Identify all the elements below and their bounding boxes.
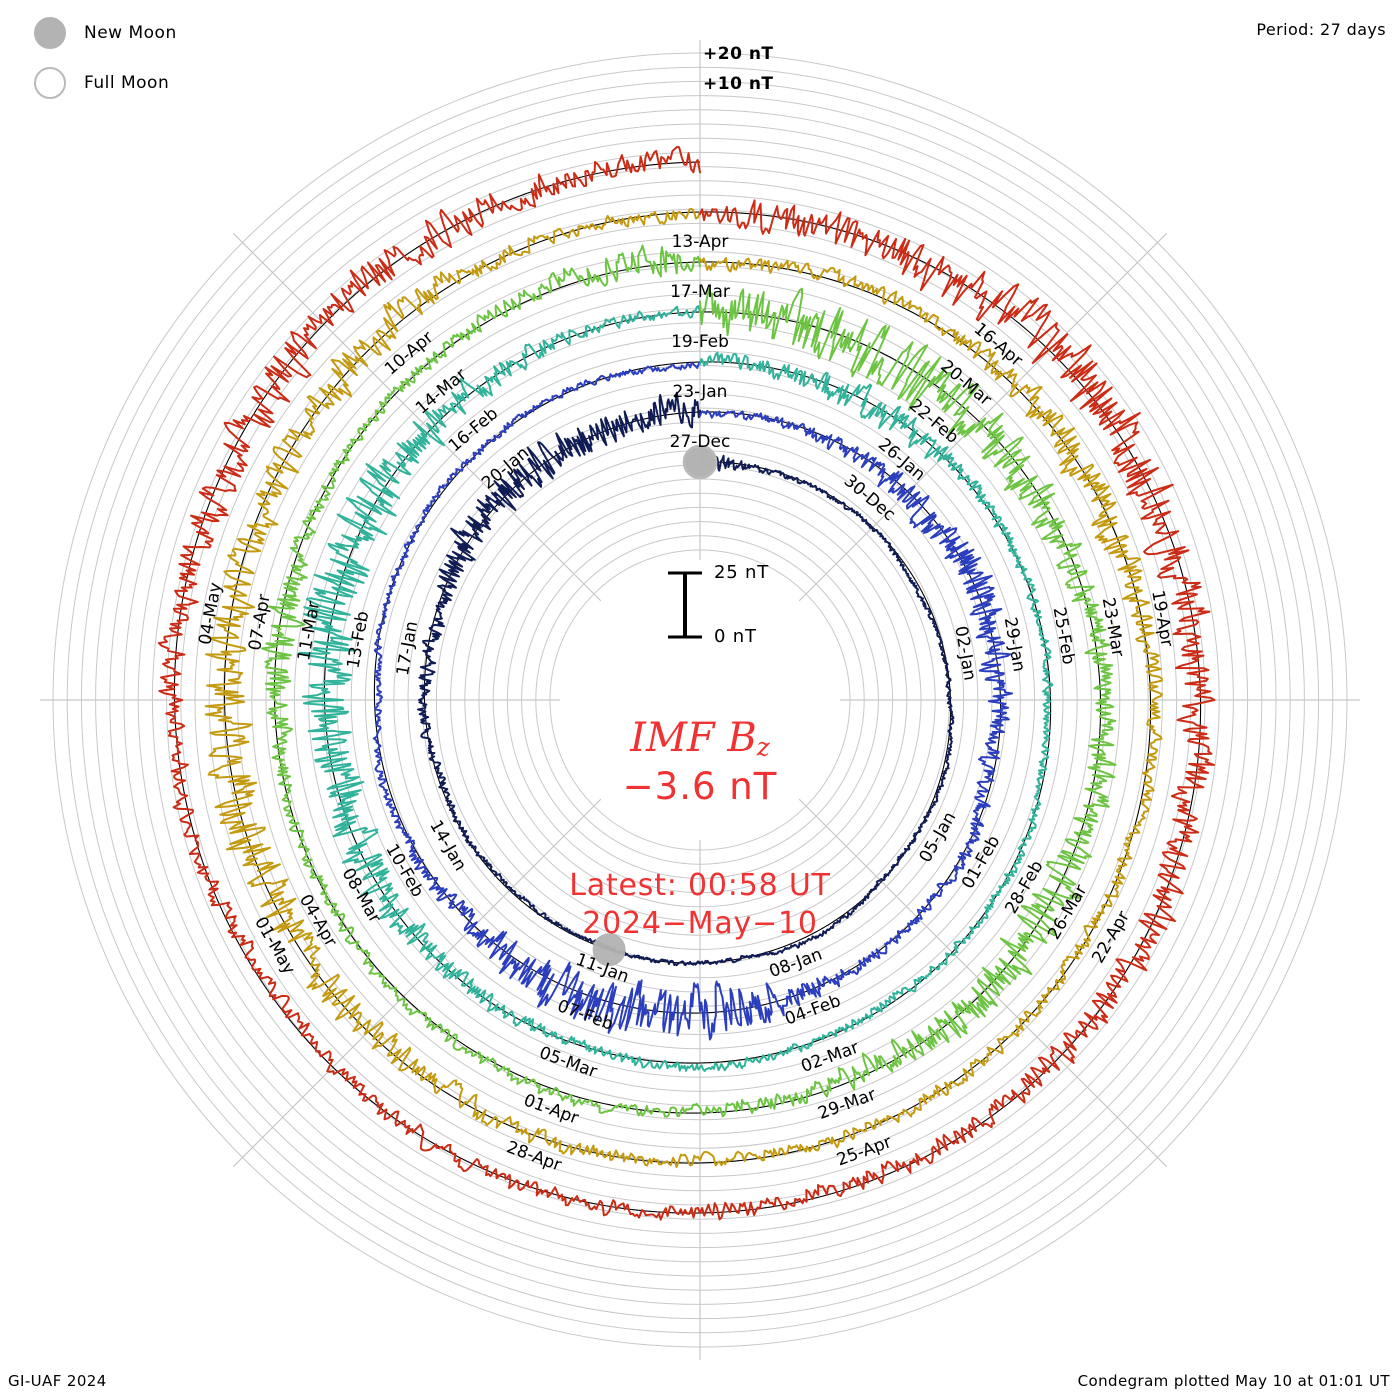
legend-item-full-moon: Full Moon [22,58,322,108]
scalebar-bottom-label: 0 nT [714,626,757,647]
spiral-date-label: 19-Feb [671,332,729,352]
moon-phase-legend: New Moon Full Moon [22,8,322,108]
spiral-date-label: 17-Jan [393,620,422,678]
new-moon-marker-icon [592,933,626,967]
moon-markers [592,444,718,967]
legend-label-new-moon: New Moon [84,23,177,43]
footer-credit: GI-UAF 2024 [8,1372,107,1390]
spiral-date-label: 26-Mar [1044,881,1091,943]
nt-scale-bar [668,571,702,639]
filled-circle-icon [34,17,66,49]
radial-tick-label-20nt: +20 nT [703,44,774,64]
data-traces [157,145,1216,1221]
scalebar-top-label: 25 nT [714,562,770,583]
spiral-date-label: 23-Jan [673,382,728,402]
spiral-date-label: 01-Feb [958,832,1004,892]
spiral-date-label: 27-Dec [670,432,731,452]
spiral-date-label: 05-Jan [916,809,961,867]
spiral-date-label: 25-Feb [1049,606,1079,666]
spiral-date-label: 17-Mar [670,282,730,302]
spiral-date-label: 13-Apr [672,232,729,252]
spiral-date-label: 04-May [195,581,226,646]
legend-label-full-moon: Full Moon [84,73,170,93]
spiral-date-label: 13-Feb [344,610,374,670]
hollow-circle-icon [34,67,66,99]
legend-item-new-moon: New Moon [22,8,322,58]
spiral-date-label: 02-Jan [950,625,979,683]
period-label: Period: 27 days [1256,20,1386,39]
footer-plot-time: Condegram plotted May 10 at 01:01 UT [1077,1372,1390,1390]
spiral-date-label: 10-Apr [381,327,437,379]
spiral-date-label: 22-Apr [1088,908,1134,967]
full-moon-marker-icon [682,444,718,480]
spiral-date-label: 08-Jan [767,945,825,983]
radial-tick-label-10nt: +10 nT [703,74,774,94]
